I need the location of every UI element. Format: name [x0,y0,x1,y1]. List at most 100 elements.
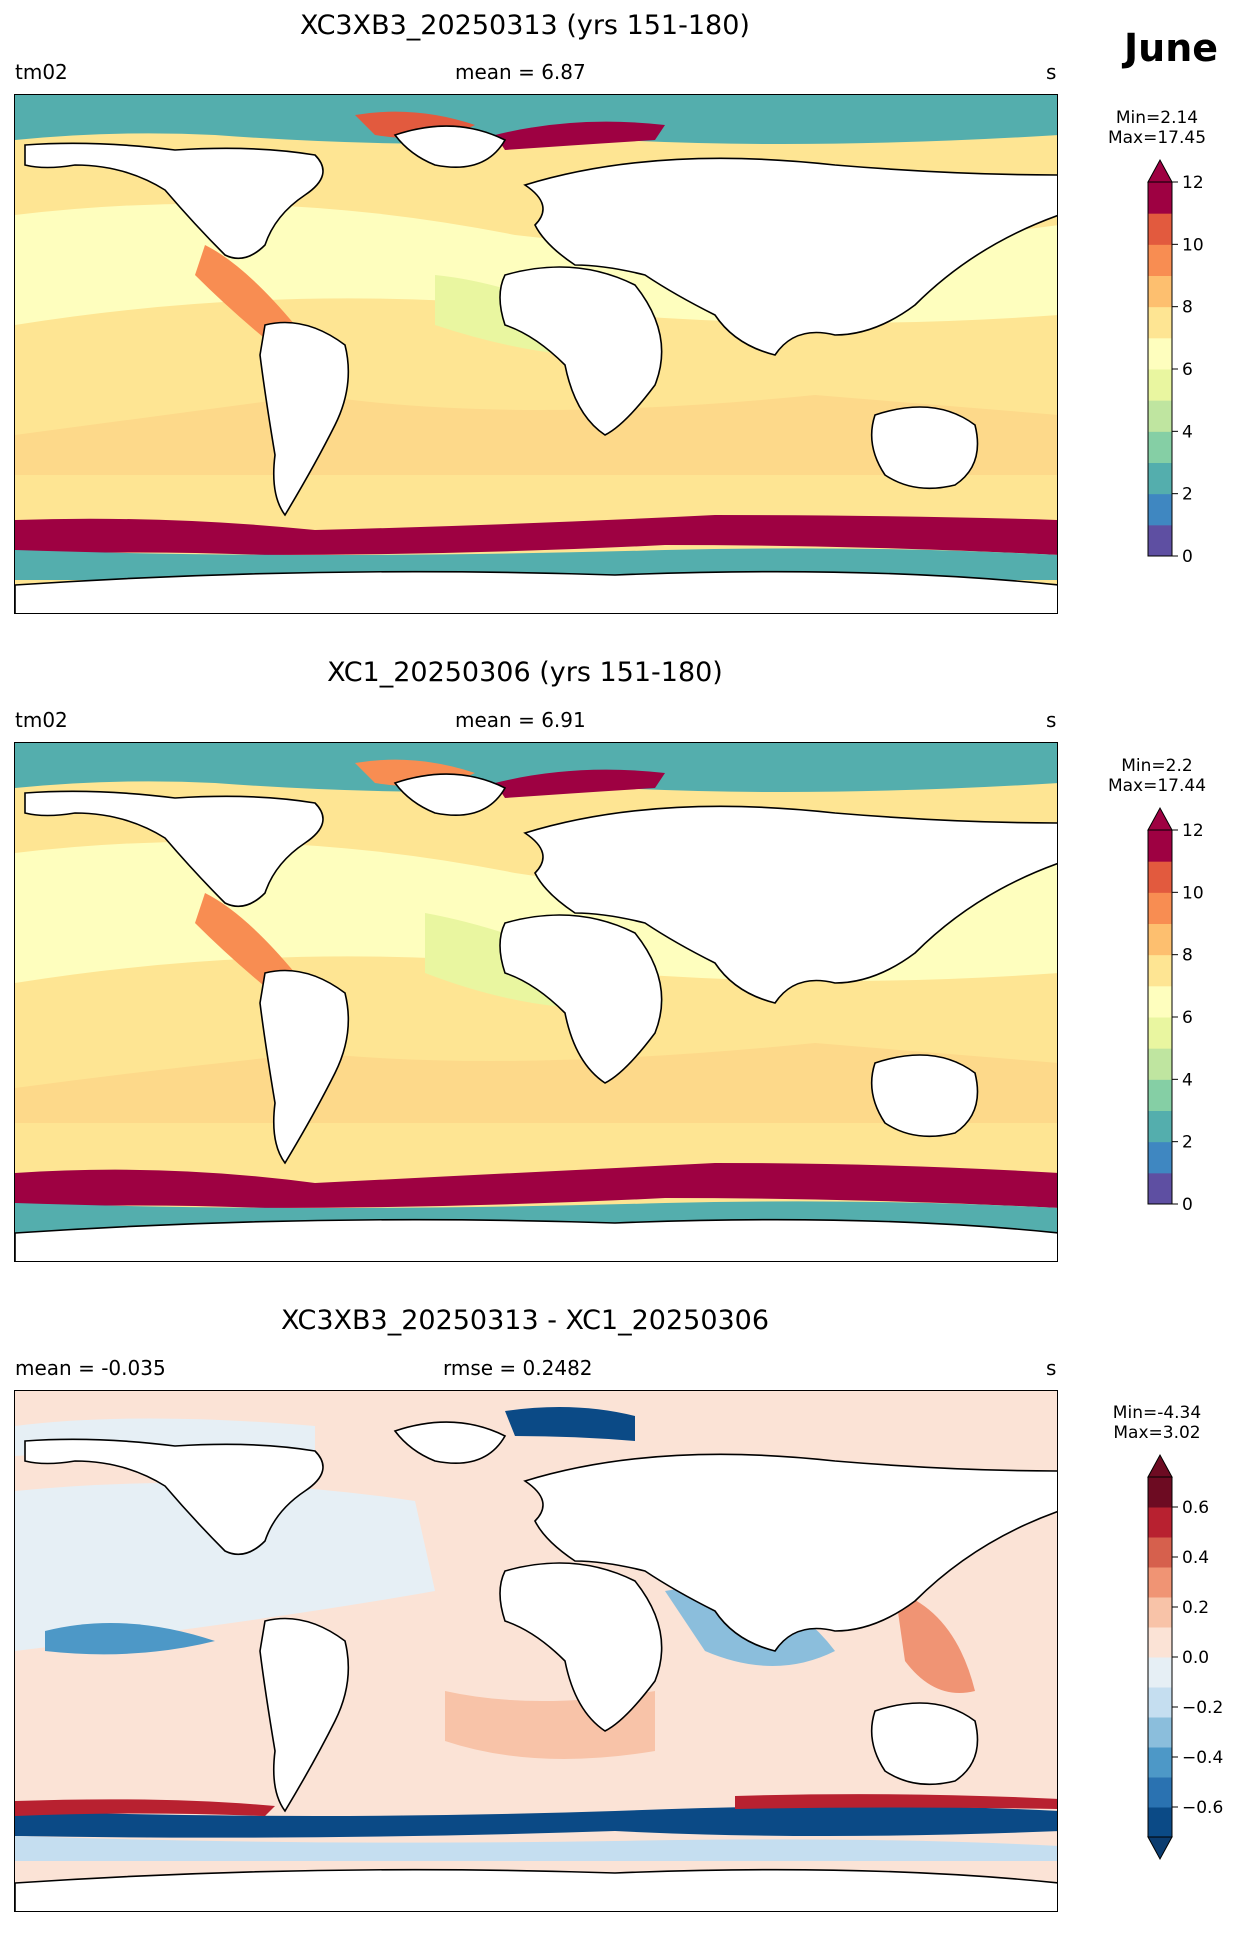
colorbar-segment [1148,1017,1172,1049]
colorbar-tick-label: 4 [1182,1070,1193,1090]
panel2-colorbar-min: Min=2.2 [1121,756,1193,776]
panel1-colorbar-minmax: Min=2.14 Max=17.45 [1092,108,1222,148]
africa [499,266,663,436]
colorbar-segment [1148,1657,1172,1688]
south-america [259,1617,350,1813]
colorbar-segment [1148,244,1172,276]
colorbar-segment [1148,182,1172,214]
panel3-colorbar-min: Min=-4.34 [1112,1403,1202,1423]
colorbar-tick-label: −0.2 [1182,1698,1223,1718]
panel2-map-svg [15,743,1057,1261]
south-america [259,969,350,1165]
panel1-title: XC3XB3_20250313 (yrs 151-180) [300,10,750,41]
colorbar-over-arrow [1147,1453,1173,1478]
colorbar-segment [1148,1507,1172,1538]
colorbar-svg: 0.6 0.4 0.2 0.0 −0.2 −0.4 −0.6 [1147,1453,1223,1861]
colorbar-segment [1148,1567,1172,1598]
colorbar-segment [1148,337,1172,370]
greenland [393,125,507,168]
colorbar-segment [1148,985,1172,1018]
eurasia [523,805,1057,1004]
greenland [393,773,507,816]
colorbar-tick-label: 12 [1182,173,1204,193]
colorbar-tick-label: −0.4 [1182,1748,1223,1768]
panel3-map [14,1390,1058,1912]
panel2-variable-label: tm02 [15,708,68,732]
africa [499,914,663,1084]
colorbar-tick-label: 8 [1182,298,1193,318]
colorbar-segment [1148,1627,1172,1658]
panel3-colorbar: 0.6 0.4 0.2 0.0 −0.2 −0.4 −0.6 [1147,1453,1223,1861]
colorbar-tick-label: 10 [1182,883,1204,903]
colorbar-segment [1148,1110,1172,1143]
colorbar-segment [1148,892,1172,924]
colorbar-tick-label: 6 [1182,360,1193,380]
colorbar-segment [1148,1597,1172,1628]
panel2-map [14,742,1058,1262]
colorbar-segment [1148,524,1172,557]
panel3-rmse-label: rmse = 0.2482 [443,1356,593,1380]
southern-ocean-negative [15,1806,1057,1838]
colorbar-segment [1148,954,1172,987]
colorbar-segment [1148,1807,1172,1838]
panel1-unit-label: s [1046,60,1057,84]
colorbar-segment [1148,1777,1172,1808]
colorbar-segment [1148,1687,1172,1718]
barents-high [495,769,665,798]
colorbar-segment [1148,1141,1172,1174]
colorbar-svg: 12 10 8 6 4 2 0 [1147,806,1204,1215]
arctic-ocean [15,95,1057,144]
colorbar-under-arrow [1147,1836,1173,1861]
colorbar-segment [1148,830,1172,862]
barents-high [495,121,665,150]
panel3-mean-label: mean = -0.035 [15,1356,166,1380]
west-pacific-positive [895,1591,975,1693]
colorbar-tick-label: 8 [1182,946,1193,966]
panel1-variable-label: tm02 [15,60,68,84]
colorbar-segment [1148,923,1172,956]
panel2-title: XC1_20250306 (yrs 151-180) [327,657,723,688]
southern-ocean-high [15,515,1057,555]
panel1-colorbar-max: Max=17.45 [1107,128,1207,148]
colorbar-segment [1148,493,1172,526]
arctic-negative [505,1407,635,1441]
panel1-mean-label: mean = 6.87 [455,60,586,84]
australia [870,406,979,490]
colorbar-segment [1148,1537,1172,1568]
colorbar-segment [1148,1747,1172,1778]
panel2-colorbar: 12 10 8 6 4 2 0 [1147,806,1204,1215]
colorbar-segment [1148,400,1172,432]
australia [870,1702,979,1786]
colorbar-segment [1148,275,1172,308]
greenland [393,1421,507,1464]
antarctic-margin-neutral [15,1836,1057,1861]
pacific-neutral [15,1483,435,1651]
land-masses [15,125,1057,613]
colorbar-segment [1148,1048,1172,1080]
antarctica [15,570,1057,613]
panel1-map [14,94,1058,614]
land-masses [15,773,1057,1261]
colorbar-segment [1148,1172,1172,1205]
colorbar-over-arrow [1147,806,1173,831]
colorbar-segment [1148,1717,1172,1748]
north-america [24,142,324,260]
colorbar-tick-label: 4 [1182,422,1193,442]
north-america [24,1438,324,1556]
panel2-colorbar-max: Max=17.44 [1107,776,1207,796]
colorbar-tick-label: 2 [1182,1133,1193,1153]
south-america [259,321,350,517]
panel3-map-svg [15,1391,1057,1911]
colorbar-segment [1148,861,1172,893]
colorbar-tick-label: 0.4 [1182,1548,1209,1568]
panel3-colorbar-minmax: Min=-4.34 Max=3.02 [1092,1403,1222,1443]
colorbar-segment [1148,213,1172,245]
colorbar-segment [1148,462,1172,495]
colorbar-svg: 12 10 8 6 4 2 0 [1147,158,1204,567]
antarctica [15,1218,1057,1261]
eurasia [523,1453,1057,1652]
colorbar-tick-label: 0.2 [1182,1598,1209,1618]
pacific-negative [45,1623,215,1655]
colorbar-segment [1148,1477,1172,1508]
panel2-unit-label: s [1046,708,1057,732]
